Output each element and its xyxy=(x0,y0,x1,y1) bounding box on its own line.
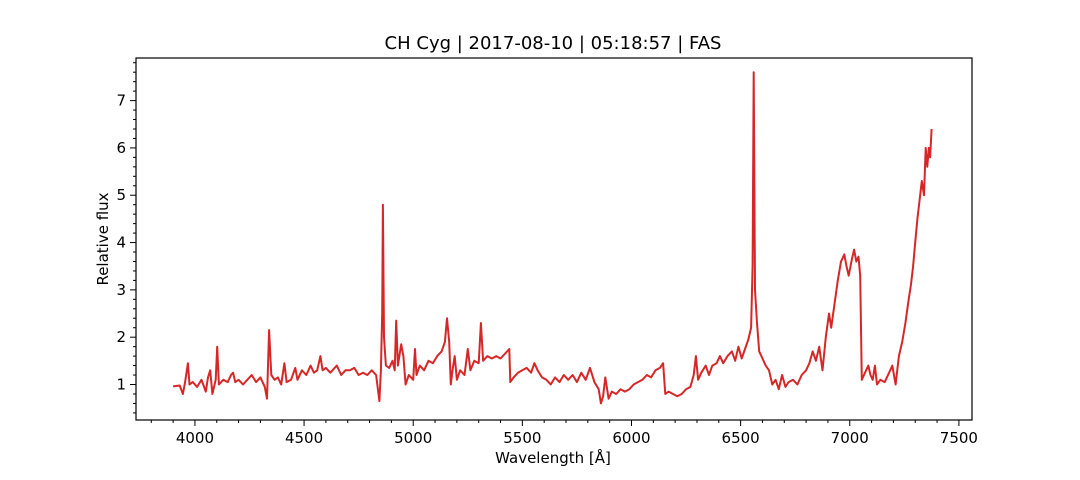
axes-frame xyxy=(135,57,973,421)
y-axis-label: Relative flux xyxy=(94,192,112,285)
plot-area xyxy=(172,71,933,405)
y-tick-label: 4 xyxy=(116,234,126,252)
y-tick-label: 7 xyxy=(116,92,126,110)
axis-ticks: 4000 4500 5000 5500 6000 6500 7000 7500 1 2 3 4 5 6 7 xyxy=(116,62,978,447)
chart-title: CH Cyg | 2017-08-10 | 05:18:57 | FAS xyxy=(385,33,722,54)
x-tick-label: 6500 xyxy=(722,429,760,447)
y-tick-label: 1 xyxy=(116,376,126,394)
x-tick-label: 4500 xyxy=(285,429,323,447)
y-tick-label: 2 xyxy=(116,328,126,346)
y-tick-label: 5 xyxy=(116,186,126,204)
x-tick-label: 4000 xyxy=(176,429,214,447)
x-tick-label: 7000 xyxy=(831,429,869,447)
x-tick-label: 5500 xyxy=(503,429,541,447)
x-tick-label: 6000 xyxy=(612,429,650,447)
spectrum-line-0 xyxy=(172,71,933,405)
y-tick-label: 3 xyxy=(116,281,126,299)
x-axis-label: Wavelength [Å] xyxy=(495,448,611,467)
x-tick-label: 7500 xyxy=(940,429,978,447)
y-tick-label: 6 xyxy=(116,139,126,157)
x-tick-label: 5000 xyxy=(394,429,432,447)
